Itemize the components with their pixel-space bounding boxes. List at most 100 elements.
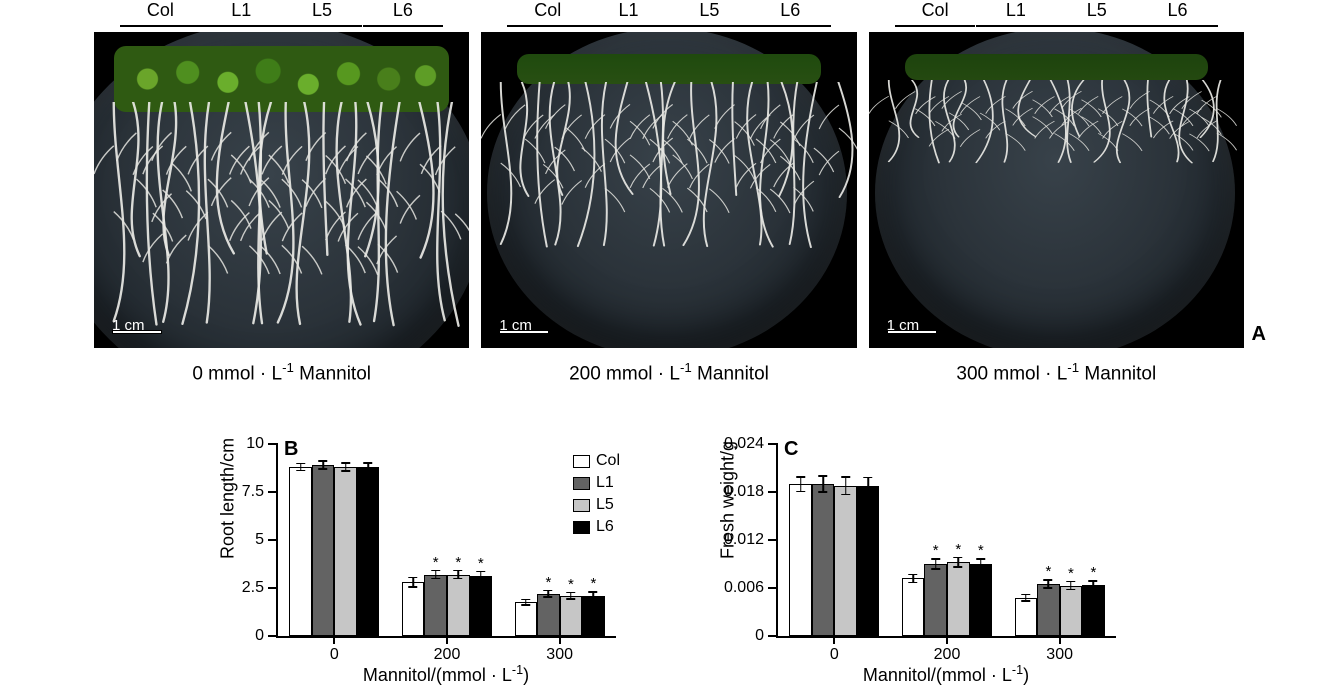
genotype-underline (201, 25, 282, 27)
bar-L6 (470, 576, 493, 636)
genotype-text: Col (507, 0, 588, 21)
bar-L5 (834, 486, 857, 636)
genotype-label: L6 (1137, 0, 1218, 21)
genotype-labels-row: ColL1L5L6ColL1L5L6ColL1L5L6 (94, 0, 1244, 30)
genotype-underline (1056, 25, 1137, 27)
significance-mark: * (591, 575, 597, 592)
scale-bar: 1 cm (499, 317, 532, 334)
dish-roots (869, 80, 1244, 228)
error-bar (1048, 579, 1050, 589)
genotype-label: L5 (282, 0, 363, 21)
x-tick-label: 300 (1046, 646, 1073, 664)
y-tick-label: 7.5 (242, 483, 264, 501)
y-tick-label: 5 (255, 531, 264, 549)
scale-line (887, 330, 937, 334)
error-bar (548, 590, 550, 598)
dish-300mM: 1 cm (869, 32, 1244, 348)
legend-label: L6 (596, 518, 614, 536)
genotype-label: L6 (363, 0, 444, 21)
error-bar (912, 574, 914, 584)
y-tick (768, 635, 778, 637)
error-bar (435, 570, 437, 580)
bar-Col (789, 484, 812, 636)
y-tick-label: 0.024 (724, 435, 764, 453)
dish-0mM: 1 cm (94, 32, 469, 348)
significance-mark: * (568, 576, 574, 593)
y-tick-label: 2.5 (242, 579, 264, 597)
error-bar (1093, 580, 1095, 590)
dish-caption: 300 mmol · L-1 Mannitol (869, 360, 1244, 385)
genotype-label: Col (120, 0, 201, 21)
genotype-label: Col (507, 0, 588, 21)
genotype-text: L1 (201, 0, 282, 21)
genotype-underline (363, 25, 444, 27)
bar-L1 (812, 484, 835, 636)
y-tick-label: 0.006 (724, 579, 764, 597)
x-tick (333, 636, 335, 644)
error-bar (800, 476, 802, 492)
y-tick-label: 0.018 (724, 483, 764, 501)
chart-b: Root length/cm 02.557.5100200***300*** B… (206, 434, 626, 684)
genotype-text: L1 (976, 0, 1057, 21)
legend-label: L5 (596, 496, 614, 514)
genotype-underline (669, 25, 750, 27)
scale-line (112, 330, 162, 334)
genotype-label: L5 (669, 0, 750, 21)
y-tick-label: 10 (246, 435, 264, 453)
dish-caption-row: 0 mmol · L-1 Mannitol200 mmol · L-1 Mann… (94, 360, 1244, 385)
chart-c: Fresh weight/g 00.0060.0120.0180.0240200… (706, 434, 1126, 684)
bar-Col (902, 578, 925, 636)
xlabel-pre: Mannitol/(mmol · L (363, 665, 512, 685)
genotype-text: L6 (363, 0, 444, 21)
significance-mark: * (455, 554, 461, 571)
bar-L1 (424, 575, 447, 636)
error-bar (412, 577, 414, 588)
x-tick-label: 0 (330, 646, 339, 664)
genotype-underline (282, 25, 363, 27)
xlabel-pre: Mannitol/(mmol · L (863, 665, 1012, 685)
bar-Col (515, 602, 538, 636)
chart-b-plot: 02.557.5100200***300*** (276, 444, 616, 638)
genotype-text: L1 (588, 0, 669, 21)
genotype-label: L1 (976, 0, 1057, 21)
x-tick (559, 636, 561, 644)
bar-L1 (924, 564, 947, 636)
x-tick (946, 636, 948, 644)
chart-b-legend: ColL1L5L6 (573, 452, 620, 540)
bar-L5 (447, 575, 470, 636)
error-bar (980, 558, 982, 569)
legend-swatch (573, 521, 590, 534)
bar-L5 (560, 596, 583, 636)
xlabel-post: ) (523, 665, 529, 685)
y-tick (268, 539, 278, 541)
bar-L5 (947, 562, 970, 636)
x-tick-label: 300 (546, 646, 573, 664)
significance-mark: * (1045, 563, 1051, 580)
genotype-text: L5 (282, 0, 363, 21)
genotype-label: L6 (750, 0, 831, 21)
dish-shoots (905, 54, 1208, 80)
xlabel-sup: -1 (512, 663, 523, 677)
xlabel-sup: -1 (1012, 663, 1023, 677)
legend-item: L6 (573, 518, 620, 536)
dish-roots (481, 82, 856, 288)
y-tick (268, 491, 278, 493)
bar-L1 (312, 465, 335, 636)
panel-letter-c: C (784, 438, 798, 461)
y-tick-label: 0 (755, 627, 764, 645)
genotype-underline (120, 25, 201, 27)
panel-a: ColL1L5L6ColL1L5L6ColL1L5L6 1 cm (94, 0, 1244, 394)
error-bar (570, 592, 572, 600)
genotype-text: Col (120, 0, 201, 21)
genotype-underline (895, 25, 976, 27)
genotype-label: L5 (1056, 0, 1137, 21)
genotype-text: L6 (750, 0, 831, 21)
legend-label: Col (596, 452, 620, 470)
significance-mark: * (955, 541, 961, 558)
figure-root: ColL1L5L6ColL1L5L6ColL1L5L6 1 cm (0, 0, 1338, 693)
x-tick-label: 200 (434, 646, 461, 664)
error-bar (480, 571, 482, 581)
genotype-underline (507, 25, 588, 27)
genotype-text: L6 (1137, 0, 1218, 21)
bar-L6 (970, 564, 993, 636)
